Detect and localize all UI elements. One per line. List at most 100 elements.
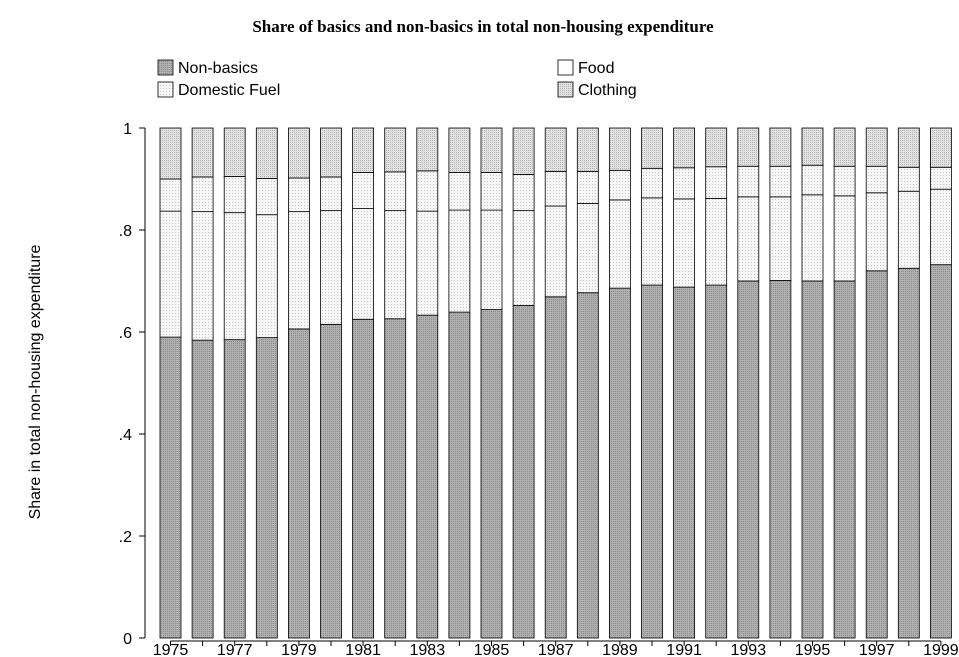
bar-segment-clothing [512, 127, 535, 175]
bars [159, 127, 952, 639]
x-tick-label: 1997 [859, 642, 895, 657]
bar-segment-domestic-fuel [737, 165, 760, 198]
legend-label: Food [578, 60, 614, 77]
y-axis: 0 .2 .4 .6 .8 1 [119, 121, 146, 648]
bar-segment-domestic-fuel [255, 178, 278, 216]
legend-item-food: Food [557, 59, 614, 77]
bar-stack-1989 [609, 127, 631, 639]
y-tick-label: 1 [123, 121, 132, 138]
bar-segment-clothing [673, 127, 695, 169]
bar-segment-non-basics [769, 280, 792, 639]
bar-segment-clothing [544, 127, 567, 172]
bar-segment-food [737, 196, 760, 282]
bar-segment-non-basics [287, 328, 310, 639]
bar-segment-non-basics [576, 292, 599, 639]
bar-segment-clothing [384, 127, 407, 173]
bar-segment-non-basics [930, 264, 952, 639]
x-tick-label: 1975 [153, 642, 189, 657]
bar-segment-domestic-fuel [576, 170, 599, 204]
bar-segment-food [865, 192, 888, 272]
bar-segment-clothing [320, 127, 342, 178]
bar-segment-clothing [737, 127, 760, 167]
bar-segment-domestic-fuel [223, 176, 246, 214]
bar-segment-food [223, 212, 246, 341]
bar-segment-domestic-fuel [609, 169, 631, 201]
bar-segment-domestic-fuel [641, 167, 663, 199]
bar-stack-1996 [833, 127, 856, 639]
legend-swatch [557, 59, 574, 76]
bar-segment-food [159, 210, 182, 338]
bar-segment-food [769, 196, 792, 281]
x-tick-label: 1993 [731, 642, 767, 657]
bar-stack-1992 [705, 127, 728, 639]
bar-segment-clothing [769, 127, 792, 167]
bar-segment-domestic-fuel [287, 177, 310, 213]
bar-segment-food [384, 210, 407, 320]
bar-segment-clothing [191, 127, 214, 178]
bar-segment-domestic-fuel [865, 165, 888, 194]
x-tick-label: 1985 [474, 642, 510, 657]
bar-segment-food [705, 197, 728, 286]
bar-segment-food [352, 208, 375, 320]
x-tick-label: 1983 [410, 642, 446, 657]
bar-segment-non-basics [801, 280, 824, 639]
chart-title: Share of basics and non-basics in total … [252, 17, 714, 36]
y-tick-label: .6 [119, 325, 132, 342]
legend-label: Non-basics [178, 60, 258, 77]
bar-segment-food [512, 210, 535, 306]
bar-segment-food [641, 197, 663, 286]
bar-segment-clothing [576, 127, 599, 172]
bar-segment-clothing [223, 127, 246, 177]
bar-stack-1991 [673, 127, 695, 639]
bar-segment-clothing [416, 127, 439, 172]
bar-segment-clothing [609, 127, 631, 171]
x-tick-label: 1999 [923, 642, 959, 657]
bar-segment-non-basics [641, 284, 663, 639]
bar-segment-domestic-fuel [512, 174, 535, 212]
bar-segment-clothing [448, 127, 471, 173]
bar-stack-1997 [865, 127, 888, 639]
bar-segment-food [191, 211, 214, 341]
bar-stack-1984 [448, 127, 471, 639]
bar-segment-non-basics [255, 337, 278, 639]
x-tick-label: 1989 [602, 642, 638, 657]
bar-segment-non-basics [544, 296, 567, 639]
bar-segment-clothing [287, 127, 310, 179]
legend-label: Clothing [578, 82, 637, 99]
x-tick-label: 1987 [538, 642, 574, 657]
bar-stack-1985 [480, 127, 503, 639]
legend-swatch [557, 81, 574, 98]
bar-segment-food [480, 209, 503, 310]
bar-segment-non-basics [737, 280, 760, 639]
bar-segment-food [448, 209, 471, 313]
x-tick-label: 1979 [281, 642, 317, 657]
bar-segment-domestic-fuel [159, 178, 182, 212]
bar-segment-non-basics [320, 323, 342, 639]
bar-segment-non-basics [191, 339, 214, 639]
bar-segment-domestic-fuel [544, 170, 567, 207]
bar-stack-1999 [930, 127, 952, 639]
bar-segment-food [544, 205, 567, 298]
bar-segment-clothing [897, 127, 920, 168]
bar-segment-non-basics [159, 336, 182, 639]
x-tick-label: 1991 [666, 642, 702, 657]
x-axis: 1975 1977 1979 1981 1983 1985 1987 1989 1991 1993… [153, 640, 959, 657]
bar-stack-1998 [897, 127, 920, 639]
legend: Non-basics Food Domestic Fuel Clothing [157, 59, 637, 99]
bar-segment-food [576, 203, 599, 294]
bar-stack-1979 [287, 127, 310, 639]
bar-stack-1981 [352, 127, 375, 639]
bar-segment-domestic-fuel [801, 164, 824, 196]
bar-segment-domestic-fuel [833, 165, 856, 197]
legend-swatch [157, 59, 174, 76]
bar-segment-clothing [159, 127, 182, 180]
legend-swatch [157, 81, 174, 98]
bar-segment-non-basics [673, 286, 695, 639]
bar-stack-1995 [801, 127, 824, 639]
bar-segment-clothing [801, 127, 824, 166]
bar-segment-non-basics [448, 311, 471, 639]
bar-segment-domestic-fuel [673, 167, 695, 200]
bar-segment-food [255, 214, 278, 339]
bar-segment-non-basics [416, 314, 439, 639]
bar-stack-1983 [416, 127, 439, 639]
